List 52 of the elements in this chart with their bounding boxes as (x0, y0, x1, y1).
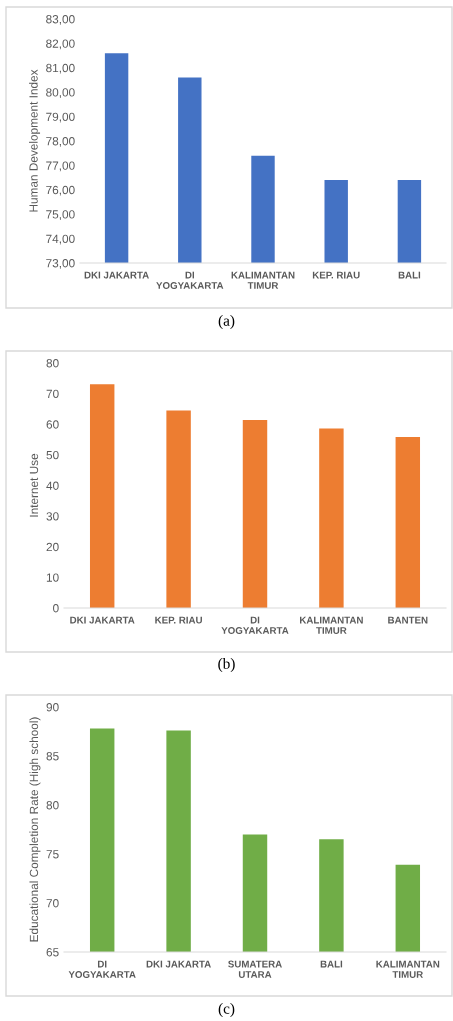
y-tick-label: 75 (46, 850, 59, 859)
y-tick-label: 30 (46, 512, 59, 521)
text: (b) (218, 658, 235, 672)
x-tick-label: KALIMANTAN TIMUR (300, 616, 363, 634)
y-tick-label: 78,00 (46, 137, 75, 147)
text: (a) (218, 315, 235, 329)
bar (242, 419, 268, 608)
y-axis-title: Human Development Index (29, 69, 41, 212)
y-tick-label: 90 (46, 703, 59, 712)
y-tick-label: 80 (46, 359, 59, 368)
x-tick-label: KALIMANTAN TIMUR (376, 960, 440, 978)
x-tick-label: DI YOGYAKARTA (221, 616, 289, 634)
y-tick-label: 75,00 (46, 210, 75, 220)
y-tick-label: 65 (46, 948, 59, 957)
y-tick-label: 73,00 (46, 259, 75, 269)
y-tick-label: 81,00 (46, 63, 75, 74)
x-tick-label: BANTEN (388, 616, 428, 624)
text: (c) (218, 1003, 235, 1017)
x-tick-label: KALIMANTAN TIMUR (231, 271, 295, 289)
x-tick-label: DKI JAKARTA (70, 616, 135, 624)
y-tick-label: 83,00 (46, 15, 75, 25)
y-axis-title: Internet Use (29, 453, 39, 517)
x-tick-label: BALI (398, 271, 421, 279)
x-tick-label: KEP. RIAU (312, 271, 360, 279)
bar (319, 428, 344, 608)
y-tick-label: 82,00 (46, 39, 75, 50)
y-tick-label: 77,00 (46, 161, 75, 172)
bar (89, 384, 115, 608)
x-tick-label: DKI JAKARTA (146, 960, 211, 968)
x-tick-label: SUMATERA UTARA (228, 960, 282, 978)
y-tick-label: 80 (46, 801, 59, 810)
x-tick-label: DKI JAKARTA (84, 271, 149, 279)
y-tick-label: 20 (46, 542, 59, 552)
y-tick-label: 80,00 (46, 88, 75, 98)
x-tick-label: BALI (320, 960, 343, 968)
y-tick-label: 70 (46, 899, 59, 908)
x-tick-label: KEP. RIAU (155, 616, 202, 624)
x-tick-label: DI YOGYAKARTA (156, 271, 224, 289)
y-tick-label: 74,00 (46, 234, 75, 245)
y-tick-label: 76,00 (46, 185, 75, 196)
y-tick-label: 85 (46, 752, 59, 761)
y-tick-label: 10 (46, 573, 59, 582)
y-tick-label: 60 (46, 420, 59, 429)
y-tick-label: 50 (46, 450, 59, 460)
bar (166, 410, 191, 608)
y-tick-label: 40 (46, 481, 59, 490)
y-tick-label: 70 (46, 389, 59, 399)
y-tick-label: 0 (53, 604, 59, 613)
bar (395, 437, 421, 608)
y-tick-label: 79,00 (46, 112, 75, 123)
x-tick-label: DI YOGYAKARTA (68, 960, 136, 978)
y-axis-title: Educational Completion Rate (High school) (29, 717, 41, 942)
